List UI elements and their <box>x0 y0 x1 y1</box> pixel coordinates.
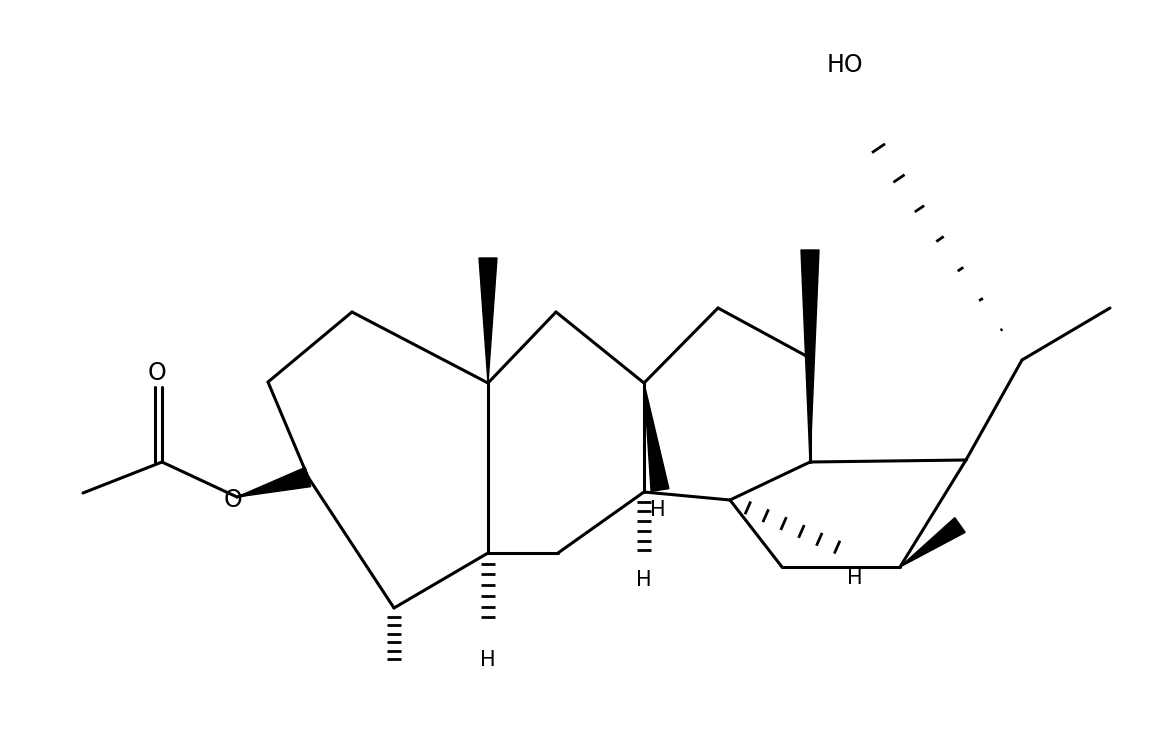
Text: O: O <box>148 361 166 385</box>
Text: HO: HO <box>826 53 864 77</box>
Text: H: H <box>847 568 863 588</box>
Polygon shape <box>644 383 669 491</box>
Text: O: O <box>223 488 242 512</box>
Text: H: H <box>481 650 496 670</box>
Polygon shape <box>480 258 497 383</box>
Polygon shape <box>900 517 965 567</box>
Text: H: H <box>651 500 666 520</box>
Text: H: H <box>637 570 652 590</box>
Polygon shape <box>237 468 311 497</box>
Polygon shape <box>801 250 819 462</box>
